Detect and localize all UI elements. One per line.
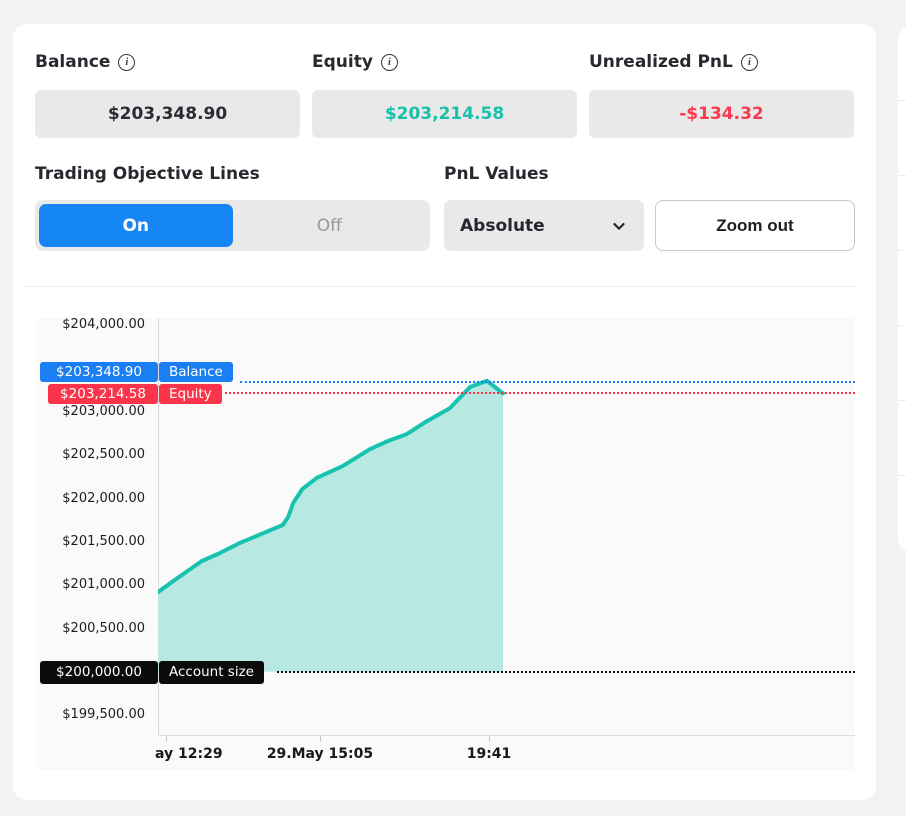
unrealized-pnl-value: -$134.32: [679, 104, 764, 124]
adjacent-panel-edge: [898, 26, 906, 552]
equity-label-badge: Equity: [159, 384, 222, 405]
y-axis-tick-label: $199,500.00: [62, 707, 145, 723]
chevron-down-icon: [613, 222, 625, 230]
equity-label: Equity: [312, 52, 373, 72]
equity-reference-line: [225, 392, 855, 395]
y-axis-tick-label: $202,500.00: [62, 447, 145, 463]
y-axis-tick-label: $202,000.00: [62, 490, 145, 506]
account-size-reference-line: [277, 670, 855, 673]
unrealized-pnl-label: Unrealized PnL: [589, 52, 733, 72]
x-axis-tick-mark: [489, 736, 490, 742]
balance-value-box: $203,348.90: [35, 90, 300, 138]
unrealized-pnl-info-icon[interactable]: i: [740, 53, 758, 71]
balance-info-icon[interactable]: i: [118, 53, 136, 71]
toggle-on-button[interactable]: On: [39, 204, 233, 247]
balance-label: Balance: [35, 52, 111, 72]
x-axis-tick-mark: [166, 736, 167, 742]
zoom-out-label: Zoom out: [716, 215, 794, 235]
y-axis-line: [158, 318, 159, 736]
equity-area-fill: [158, 380, 503, 672]
y-axis-tick-label: $200,500.00: [62, 620, 145, 636]
zoom-out-button[interactable]: Zoom out: [655, 200, 855, 251]
unrealized-pnl-header: Unrealized PnL i: [589, 52, 758, 72]
equity-line: [158, 378, 505, 595]
toggle-off-button[interactable]: Off: [233, 204, 427, 247]
equity-area-plot: [158, 378, 505, 672]
trading-objective-lines-label: Trading Objective Lines: [35, 164, 260, 184]
x-axis-tick-mark: [319, 736, 321, 742]
x-axis-tick-label: ay 12:29: [155, 746, 223, 762]
balance-label-badge: Balance: [159, 361, 233, 382]
toggle-off-label: Off: [316, 215, 342, 236]
equity-value: $203,214.58: [384, 104, 505, 124]
pnl-values-select[interactable]: Absolute: [444, 200, 644, 251]
balance-value-badge: $203,348.90: [40, 361, 158, 382]
x-axis-tick-label: 29.May 15:05: [266, 746, 374, 762]
x-axis-tick-label: 19:41: [466, 746, 512, 762]
equity-header: Equity i: [312, 52, 398, 72]
account-size-label-badge: Account size: [159, 660, 264, 684]
equity-value-badge: $203,214.58: [48, 384, 158, 405]
y-axis-tick-label: $203,000.00: [62, 404, 145, 419]
equity-info-icon[interactable]: i: [380, 53, 398, 71]
toggle-on-label: On: [122, 215, 150, 236]
y-axis-tick-label: $204,000.00: [62, 318, 145, 333]
account-size-value-badge: $200,000.00: [40, 660, 158, 684]
pnl-values-selected-option: Absolute: [460, 215, 545, 236]
equity-chart[interactable]: $204,000.00 $203,000.00 $202,500.00 $202,00…: [36, 318, 855, 770]
y-axis-tick-label: $201,000.00: [62, 577, 145, 593]
balance-value: $203,348.90: [107, 104, 228, 124]
trading-stats-card: Balance i Equity i Unrealized PnL i $203…: [13, 24, 876, 800]
balance-reference-line: [240, 380, 855, 383]
trading-objective-lines-toggle: On Off: [35, 200, 430, 251]
x-axis-line: [158, 735, 855, 736]
balance-header: Balance i: [35, 52, 136, 72]
y-axis-tick-label: $201,500.00: [62, 533, 145, 549]
pnl-values-label: PnL Values: [444, 164, 549, 184]
section-divider: [23, 286, 857, 287]
equity-value-box: $203,214.58: [312, 90, 577, 138]
unrealized-pnl-value-box: -$134.32: [589, 90, 854, 138]
